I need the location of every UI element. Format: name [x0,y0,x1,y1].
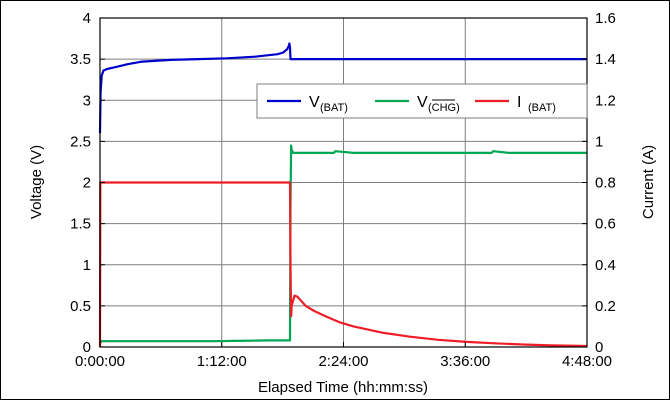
right-tick-label: 1.2 [595,92,616,109]
left-tick-label: 1.5 [70,216,91,233]
series-layer [98,42,588,348]
left-tick-label: 0.5 [70,298,91,315]
x-axis-ticks: 0:00:00 1:12:00 2:24:00 3:36:00 4:48:00 [75,342,612,370]
series-line-ibat [98,181,588,348]
left-tick-label: 4 [83,10,91,27]
left-tick-label: 3.5 [70,51,91,68]
right-tick-label: 0 [595,339,603,356]
series-line-vchg [99,144,587,344]
left-axis-ticks: 0 0.5 1 1.5 2 2.5 3 3.5 4 [70,10,105,356]
right-tick-label: 0.6 [595,216,616,233]
legend-box [256,83,588,119]
legend-label-ibat: I [517,94,521,111]
x-tick-label: 2:24:00 [318,353,368,370]
right-tick-label: 1.4 [595,51,616,68]
legend-label-vbat: V [309,94,320,111]
left-tick-label: 2.5 [70,133,91,150]
right-tick-label: 0.8 [595,175,616,192]
x-tick-label: 0:00:00 [75,353,125,370]
right-tick-label: 1 [595,133,603,150]
left-tick-label: 3 [83,92,91,109]
right-tick-label: 1.6 [595,10,616,27]
left-axis-label: Voltage (V) [28,145,45,219]
right-tick-label: 0.4 [595,257,616,274]
right-axis-ticks: 0 0.2 0.4 0.6 0.8 1 1.2 1.4 1.6 [582,10,616,356]
legend-sublabel-vbat: (BAT) [320,102,348,114]
legend-sublabel-ibat: (BAT) [528,102,556,114]
left-tick-label: 2 [83,175,91,192]
right-axis-label: Current (A) [640,145,657,219]
x-tick-label: 3:36:00 [440,353,490,370]
x-tick-label: 4:48:00 [562,353,612,370]
x-tick-label: 1:12:00 [197,353,247,370]
x-axis-label: Elapsed Time (hh:mm:ss) [258,379,428,396]
legend: V (BAT) V (CHG) I (BAT) [256,83,588,119]
legend-label-vchg: V [417,94,428,111]
legend-sublabel-vchg: (CHG) [428,102,460,114]
series-line-vbat [98,42,587,134]
right-tick-label: 0.2 [595,298,616,315]
left-tick-label: 1 [83,257,91,274]
left-tick-label: 0 [83,339,91,356]
